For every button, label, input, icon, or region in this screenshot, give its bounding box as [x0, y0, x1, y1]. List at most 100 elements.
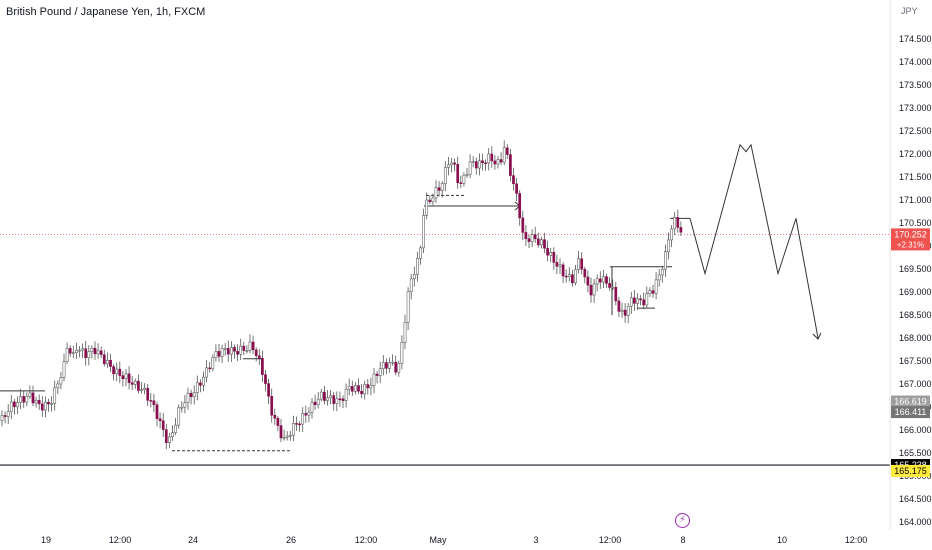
candle-body-139: [431, 197, 435, 202]
candle-body-146: [453, 162, 456, 165]
price-tag-label: 170.252: [894, 229, 927, 239]
candle-body-122: [378, 368, 382, 376]
candle-body-150: [465, 173, 469, 176]
candle-body-166: [515, 183, 518, 194]
candle-body-121: [375, 373, 379, 376]
candle-body-39: [121, 375, 125, 380]
candle-body-141: [437, 187, 441, 191]
candle-body-126: [391, 361, 394, 364]
candle-body-174: [540, 239, 543, 246]
candle-body-34: [106, 359, 109, 365]
candle-body-137: [425, 199, 429, 216]
candle-body-147: [456, 163, 460, 183]
projection-arrowhead: [812, 332, 822, 340]
price-tag-bg: [891, 395, 930, 408]
candle-body-212: [657, 274, 661, 281]
candle-body-202: [626, 305, 630, 316]
candle-body-77: [239, 345, 243, 355]
candle-body-23: [71, 352, 75, 354]
candle-body-80: [248, 341, 252, 351]
candle-body-18: [56, 383, 60, 389]
price-tag-bg: [891, 464, 930, 477]
candle-body-82: [254, 349, 258, 356]
candle-body-83: [257, 355, 261, 359]
candle-body-109: [338, 398, 342, 401]
price-axis[interactable]: 174.500 174.000 173.500 173.000 172.500 172.0…: [899, 34, 932, 527]
candle-body-78: [242, 345, 246, 351]
candle-body-67: [208, 367, 212, 370]
candle-body-81: [251, 341, 255, 351]
candle-body-133: [412, 274, 416, 280]
candle-body-215: [667, 239, 670, 252]
y-tick-label: 168.000: [899, 333, 932, 343]
candle-body-200: [620, 309, 624, 312]
candle-body-131: [406, 291, 410, 323]
candle-body-105: [326, 397, 329, 401]
candle-body-93: [288, 434, 292, 437]
candle-body-72: [223, 348, 227, 350]
candle-body-33: [102, 354, 106, 365]
candle-body-148: [459, 182, 463, 184]
candle-body-61: [189, 392, 193, 397]
candle-body-203: [629, 297, 633, 307]
candle-body-188: [583, 268, 587, 278]
candle-body-71: [220, 348, 224, 357]
candle-body-16: [50, 403, 53, 405]
candle-body-162: [502, 147, 506, 163]
candle-body-194: [602, 276, 605, 283]
candle-body-169: [524, 232, 528, 239]
candle-body-38: [118, 368, 122, 376]
candle-body-163: [505, 147, 509, 155]
candle-body-58: [180, 406, 184, 409]
candle-body-102: [316, 398, 320, 406]
candle-body-216: [670, 228, 673, 241]
candle-body-140: [434, 187, 438, 199]
candle-body-94: [292, 423, 295, 436]
candle-body-100: [310, 401, 314, 413]
candle-body-0: [0, 415, 4, 422]
candle-body-103: [319, 391, 323, 400]
candle-body-136: [422, 215, 425, 249]
candle-body-30: [93, 347, 97, 355]
candle-body-161: [499, 159, 503, 163]
candles: [0, 140, 683, 450]
x-tick-label: May: [429, 535, 447, 545]
candle-body-114: [354, 385, 357, 392]
candle-body-65: [202, 376, 205, 386]
candle-body-164: [509, 154, 512, 176]
y-tick-label: 167.500: [899, 356, 932, 366]
candle-body-145: [450, 162, 453, 166]
candle-body-52: [161, 420, 165, 430]
candle-body-193: [598, 278, 602, 283]
candle-body-179: [555, 262, 559, 267]
candle-body-101: [313, 401, 317, 406]
candle-body-119: [369, 385, 373, 389]
candle-body-2: [6, 411, 10, 417]
candle-body-107: [332, 395, 336, 404]
candle-body-89: [276, 417, 280, 426]
candle-body-35: [109, 359, 112, 367]
candle-body-115: [357, 385, 360, 392]
candle-body-12: [37, 399, 41, 405]
candle-body-45: [140, 389, 143, 391]
candle-body-154: [478, 160, 481, 169]
candle-body-73: [226, 348, 230, 355]
candle-body-96: [298, 423, 301, 426]
candle-body-205: [636, 298, 639, 304]
candle-body-159: [493, 160, 497, 165]
lightning-icon[interactable]: ⚡: [675, 513, 690, 528]
x-tick-label: 10: [777, 535, 787, 545]
candle-body-3: [9, 401, 13, 412]
time-axis[interactable]: 19 12:00 24 26 12:00 May 3 12:00 8 10 12:00: [41, 535, 867, 545]
candle-body-211: [654, 279, 658, 294]
candle-body-183: [567, 274, 571, 277]
candle-body-46: [143, 387, 146, 390]
candle-body-135: [419, 247, 422, 259]
candle-body-187: [580, 258, 584, 270]
candle-body-56: [174, 424, 177, 433]
price-tag-change: +2.31%: [897, 240, 924, 249]
candle-body-37: [115, 368, 119, 375]
candle-body-165: [512, 175, 515, 185]
candle-body-206: [639, 298, 642, 301]
